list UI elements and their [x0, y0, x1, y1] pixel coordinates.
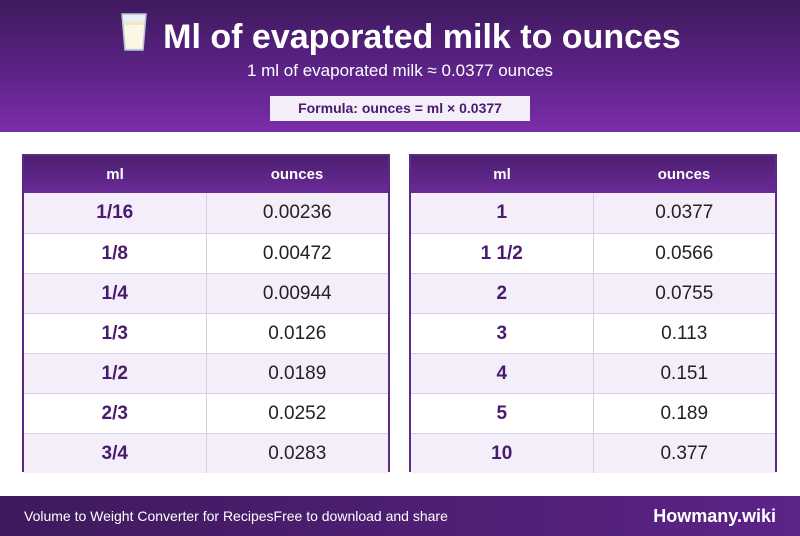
- ounces-cell: 0.0126: [268, 323, 327, 344]
- ml-cell: 1 1/2: [411, 234, 594, 273]
- column-header-ounces: ounces: [270, 166, 324, 183]
- ml-cell: 1/16: [24, 193, 207, 233]
- ml-cell: 10: [411, 434, 594, 473]
- column-header-ml: ml: [106, 166, 124, 183]
- ml-cell: 1/3: [24, 314, 207, 353]
- ml-cell: 1/4: [24, 274, 207, 313]
- brand-logo-text[interactable]: Howmany.wiki: [653, 506, 776, 526]
- column-header-ounces: ounces: [657, 166, 711, 183]
- table-row: 5 0.189: [411, 393, 775, 433]
- conversion-subtitle: 1 ml of evaporated milk ≈ 0.0377 ounces: [246, 61, 554, 80]
- page-title-row: Ml of evaporated milk to ounces: [0, 12, 800, 59]
- ounces-cell: 0.113: [661, 323, 708, 344]
- table-row: 1/8 0.00472: [24, 233, 388, 273]
- ounces-cell: 0.00236: [262, 202, 332, 223]
- ounces-cell: 0.189: [660, 403, 709, 424]
- table-row: 1 1/2 0.0566: [411, 233, 775, 273]
- ounces-cell: 0.0566: [655, 243, 714, 264]
- milk-glass-icon: [119, 12, 149, 52]
- conversion-table-left: ml ounces 1/16 0.00236 1/8 0.00472 1/4 0.00…: [22, 154, 390, 473]
- ml-cell: 5: [411, 394, 594, 433]
- ml-cell: 1/8: [24, 234, 207, 273]
- table-row: 1/16 0.00236: [24, 193, 388, 233]
- table-row: 3 0.113: [411, 313, 775, 353]
- ounces-cell: 0.377: [660, 443, 709, 464]
- header-banner: Ml of evaporated milk to ounces 1 ml of …: [0, 0, 800, 132]
- table-row: 2/3 0.0252: [24, 393, 388, 433]
- table-row: 1/4 0.00944: [24, 273, 388, 313]
- ml-cell: 4: [411, 354, 594, 393]
- table-row: 2 0.0755: [411, 273, 775, 313]
- conversion-table-right: ml ounces 1 0.0377 1 1/2 0.0566 2 0.0755 3 0…: [409, 154, 777, 473]
- table-row: 3/4 0.0283: [24, 433, 388, 473]
- table-header: ml ounces: [24, 156, 388, 193]
- ml-cell: 3: [411, 314, 594, 353]
- table-row: 4 0.151: [411, 353, 775, 393]
- ounces-cell: 0.00944: [262, 283, 332, 304]
- table-row: 1/2 0.0189: [24, 353, 388, 393]
- formula-badge: Formula: ounces = ml × 0.0377: [270, 96, 530, 121]
- ounces-cell: 0.0189: [268, 363, 327, 384]
- footer-tagline: Volume to Weight Converter for RecipesFr…: [24, 508, 448, 524]
- ml-cell: 1: [411, 193, 594, 233]
- page-title: Ml of evaporated milk to ounces: [163, 18, 681, 56]
- table-row: 10 0.377: [411, 433, 775, 473]
- table-row: 1/3 0.0126: [24, 313, 388, 353]
- ounces-cell: 0.151: [660, 363, 709, 384]
- table-header: ml ounces: [411, 156, 775, 193]
- ml-cell: 3/4: [24, 434, 207, 473]
- ounces-cell: 0.00472: [262, 243, 332, 264]
- footer-bar: Volume to Weight Converter for RecipesFr…: [0, 496, 800, 536]
- ounces-cell: 0.0252: [268, 403, 327, 424]
- ml-cell: 1/2: [24, 354, 207, 393]
- ounces-cell: 0.0283: [268, 443, 327, 464]
- ml-cell: 2: [411, 274, 594, 313]
- ounces-cell: 0.0377: [655, 202, 714, 223]
- column-header-ml: ml: [493, 166, 511, 183]
- ml-cell: 2/3: [24, 394, 207, 433]
- table-row: 1 0.0377: [411, 193, 775, 233]
- ounces-cell: 0.0755: [655, 283, 714, 304]
